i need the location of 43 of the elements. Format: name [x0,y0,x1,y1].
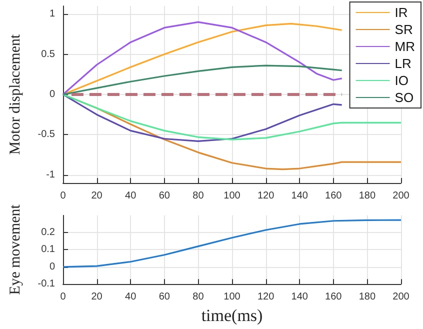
y-tick-label: -1 [46,169,56,180]
x-tick-label: 140 [291,190,308,202]
y-tick-label: 0 [49,261,56,272]
legend-label: IO [394,73,409,88]
x-tick-label: 180 [358,190,376,202]
x-tick-label: 40 [125,292,137,303]
legend-label: SR [394,22,413,37]
y-tick-label: -0.1 [38,278,56,290]
x-tick-label: 160 [325,190,342,202]
legend-label: MR [394,39,415,54]
x-tick-label: 0 [60,190,66,202]
x-tick-label: 120 [257,292,275,303]
y-tick-label: -0.5 [38,129,56,140]
y-tick-label: 0.5 [41,48,56,60]
x-tick-label: 80 [192,292,204,303]
x-tick-label: 180 [358,292,376,303]
x-tick-label: 140 [291,292,308,303]
y-tick-label: 1 [49,8,56,20]
x-tick-label: 20 [91,190,103,202]
y-tick-label: 0 [49,89,56,100]
x-tick-label: 0 [60,292,66,303]
y-tick-label: 0.1 [41,244,56,256]
legend-label: IR [394,5,408,20]
x-tick-label: 60 [158,292,170,303]
x-tick-label: 60 [158,190,170,202]
x-axis-title: time(ms) [201,306,263,325]
legend-label: LR [394,56,412,71]
x-tick-label: 160 [325,292,342,303]
y-axis-title: Eye movement [8,204,24,295]
x-tick-label: 200 [392,190,410,202]
x-tick-label: 80 [192,190,204,202]
legend-label: SO [394,90,414,105]
x-tick-label: 100 [224,190,241,202]
x-tick-label: 120 [257,190,275,202]
line-series [62,94,343,142]
line-series [62,64,343,96]
y-tick-label: 0.2 [41,227,56,238]
x-tick-label: 100 [224,292,241,303]
x-tick-label: 200 [392,292,410,303]
y-axis-title: Motor displacement [8,33,24,155]
line-series [62,219,402,268]
x-tick-label: 20 [91,292,103,303]
x-tick-label: 40 [125,190,137,202]
